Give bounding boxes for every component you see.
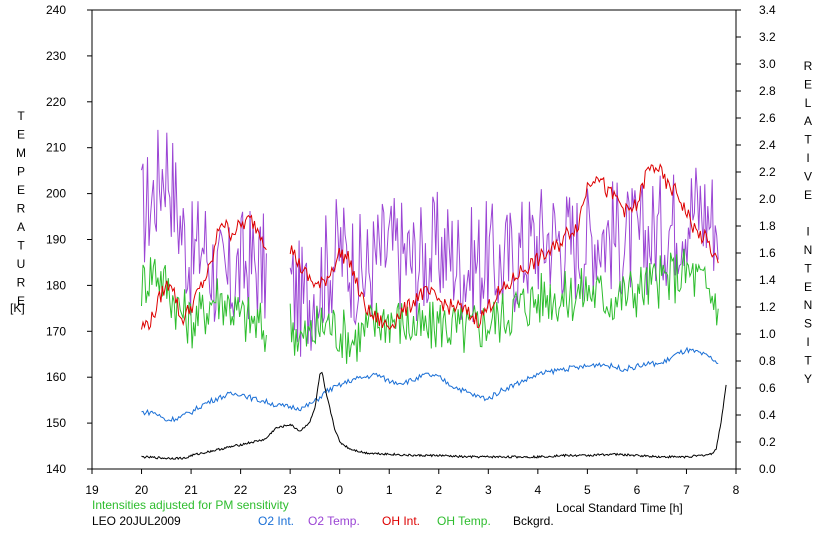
axis-label-letter: N: [804, 243, 813, 257]
axis-label-letter: T: [17, 239, 25, 253]
axis-label-letter: E: [17, 183, 25, 197]
legend-entry: OH Temp.: [437, 514, 491, 528]
station-date: LEO 20JUL2009: [92, 514, 181, 528]
right-tick-label: 1.0: [759, 327, 776, 341]
left-tick-label: 240: [46, 3, 66, 17]
x-tick-label: 8: [733, 483, 740, 497]
right-tick-label: 0.8: [759, 354, 776, 368]
axis-label-letter: N: [804, 298, 813, 312]
legend-entry: O2 Temp.: [308, 514, 360, 528]
left-tick-label: 230: [46, 49, 66, 63]
right-tick-label: 2.6: [759, 111, 776, 125]
legend-entry: Bckgrd.: [513, 514, 554, 528]
right-tick-label: 0.0: [759, 462, 776, 476]
axis-label-letter: E: [804, 77, 812, 91]
left-tick-label: 180: [46, 278, 66, 292]
x-tick-label: 0: [336, 483, 343, 497]
axis-label-letter: T: [17, 109, 25, 123]
right-tick-label: 3.4: [759, 3, 776, 17]
right-tick-label: 2.8: [759, 84, 776, 98]
axis-label-letter: I: [806, 225, 809, 239]
axis-label-letter: R: [17, 276, 26, 290]
x-tick-label: 7: [683, 483, 690, 497]
x-tick-label: 5: [584, 483, 591, 497]
x-tick-label: 23: [283, 483, 297, 497]
axis-label-letter: E: [804, 188, 812, 202]
axis-label-letter: L: [805, 96, 812, 110]
right-tick-label: 1.8: [759, 219, 776, 233]
x-tick-label: 4: [535, 483, 542, 497]
right-tick-label: 0.4: [759, 408, 776, 422]
legend-entry: O2 Int.: [258, 514, 294, 528]
axis-label-letter: Y: [804, 372, 812, 386]
left-tick-label: 170: [46, 324, 66, 338]
left-tick-label: 190: [46, 233, 66, 247]
right-tick-label: 2.0: [759, 192, 776, 206]
x-tick-label: 22: [234, 483, 248, 497]
axis-label-letter: T: [804, 261, 812, 275]
right-tick-label: 1.6: [759, 246, 776, 260]
legend-entry: OH Int.: [382, 514, 420, 528]
x-tick-label: 19: [85, 483, 99, 497]
x-axis-ticks: 19 20 21 22 23 0 1 2 3 4 5 6 7 8: [85, 469, 740, 497]
x-axis-label: Local Standard Time [h]: [556, 501, 683, 515]
axis-label-letter: E: [17, 294, 25, 308]
axis-label-letter: T: [804, 353, 812, 367]
right-tick-label: 3.2: [759, 30, 776, 44]
right-axis-ticks: 0.0 0.2 0.4 0.6 0.8 1.0 1.2 1.4 1.6 1.8 2.0 2.2 2.4 2…: [736, 3, 776, 476]
x-tick-label: 6: [634, 483, 641, 497]
series-line-oh-temp: [141, 248, 719, 364]
right-tick-label: 0.2: [759, 435, 776, 449]
left-axis-ticks: 140 150 160 170 180 190 200 210 220 230 240: [46, 3, 92, 476]
pm-sensitivity-note: Intensities adjusted for PM sensitivity: [92, 498, 289, 512]
right-tick-label: 0.6: [759, 381, 776, 395]
series-layer: [141, 129, 727, 460]
left-tick-label: 150: [46, 416, 66, 430]
x-tick-label: 21: [184, 483, 198, 497]
right-tick-label: 2.2: [759, 165, 776, 179]
axis-label-letter: A: [17, 220, 25, 234]
series-line-oh-int: [141, 163, 719, 331]
axis-label-letter: T: [804, 133, 812, 147]
left-axis-unit: [K]: [10, 301, 25, 315]
axis-label-letter: R: [804, 59, 813, 73]
right-tick-label: 3.0: [759, 57, 776, 71]
axis-label-letter: U: [17, 257, 26, 271]
x-tick-label: 3: [485, 483, 492, 497]
left-tick-label: 220: [46, 95, 66, 109]
left-tick-label: 160: [46, 370, 66, 384]
axis-label-letter: P: [17, 165, 25, 179]
axis-label-letter: E: [804, 280, 812, 294]
series-line-bckgrd: [141, 371, 727, 460]
x-tick-label: 2: [435, 483, 442, 497]
legend: O2 Int. O2 Temp. OH Int. OH Temp. Bckgrd.: [258, 514, 554, 528]
axis-label-letter: R: [17, 202, 26, 216]
x-tick-label: 20: [135, 483, 149, 497]
right-tick-label: 2.4: [759, 138, 776, 152]
series-line-o2-int: [141, 346, 719, 423]
left-tick-label: 140: [46, 462, 66, 476]
right-tick-label: 1.4: [759, 273, 776, 287]
axis-label-letter: M: [16, 146, 26, 160]
left-tick-label: 210: [46, 141, 66, 155]
axis-label-letter: I: [806, 151, 809, 165]
x-tick-label: 1: [386, 483, 393, 497]
axis-label-letter: V: [804, 169, 812, 183]
axis-label-letter: I: [806, 335, 809, 349]
axis-label-letter: E: [17, 128, 25, 142]
axis-label-letter: S: [804, 317, 812, 331]
left-tick-label: 200: [46, 187, 66, 201]
series-line-o2-temp: [141, 129, 719, 357]
right-tick-label: 1.2: [759, 300, 776, 314]
axis-label-letter: A: [804, 114, 812, 128]
